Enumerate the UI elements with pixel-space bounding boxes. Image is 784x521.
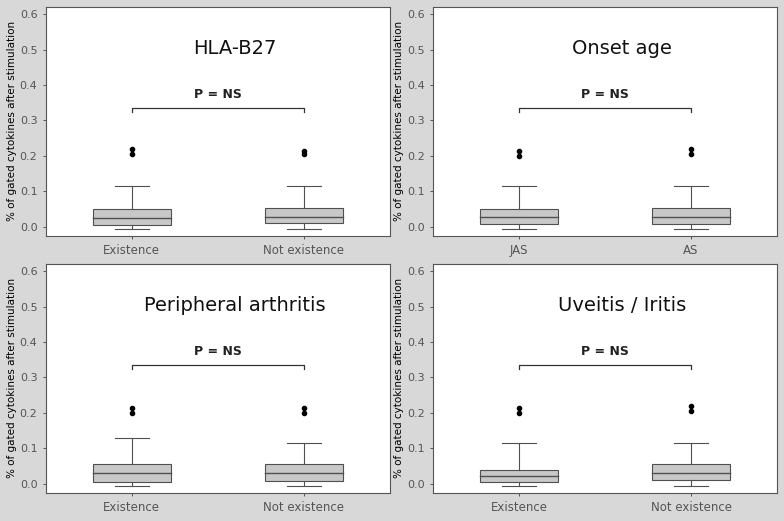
Text: P = NS: P = NS — [194, 88, 241, 101]
Text: Uveitis / Iritis: Uveitis / Iritis — [558, 295, 686, 315]
FancyBboxPatch shape — [481, 469, 557, 482]
Text: P = NS: P = NS — [581, 345, 629, 358]
FancyBboxPatch shape — [265, 208, 343, 224]
Text: P = NS: P = NS — [194, 345, 241, 358]
FancyBboxPatch shape — [93, 464, 171, 482]
Y-axis label: % of gated cytokines after stimulation: % of gated cytokines after stimulation — [7, 278, 17, 478]
FancyBboxPatch shape — [481, 209, 557, 225]
Text: Onset age: Onset age — [572, 39, 672, 58]
Y-axis label: % of gated cytokines after stimulation: % of gated cytokines after stimulation — [394, 21, 404, 221]
Y-axis label: % of gated cytokines after stimulation: % of gated cytokines after stimulation — [394, 278, 404, 478]
Text: Peripheral arthritis: Peripheral arthritis — [144, 295, 326, 315]
FancyBboxPatch shape — [652, 208, 730, 224]
Text: P = NS: P = NS — [581, 88, 629, 101]
Text: HLA-B27: HLA-B27 — [194, 39, 277, 58]
FancyBboxPatch shape — [265, 464, 343, 481]
FancyBboxPatch shape — [93, 209, 171, 225]
FancyBboxPatch shape — [652, 464, 730, 480]
Y-axis label: % of gated cytokines after stimulation: % of gated cytokines after stimulation — [7, 21, 17, 221]
